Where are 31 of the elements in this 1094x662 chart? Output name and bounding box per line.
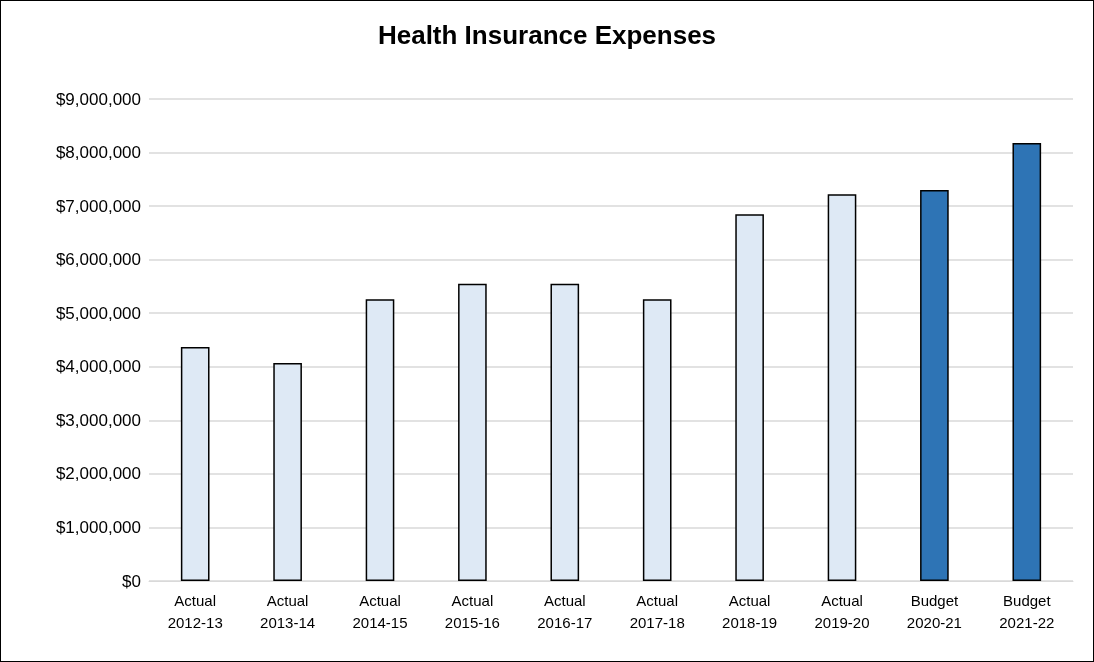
y-tick-label: $4,000,000: [55, 357, 141, 377]
y-tick-label: $6,000,000: [55, 250, 141, 270]
y-tick-label: $2,000,000: [55, 464, 141, 484]
x-tick-label: Budget 2020-21: [906, 591, 962, 631]
x-tick-label: Actual 2012-13: [167, 591, 223, 631]
y-tick-label: $3,000,000: [55, 410, 141, 430]
y-tick-label: $5,000,000: [55, 303, 141, 323]
x-tick-label: Actual 2014-15: [352, 591, 408, 631]
bar: [642, 299, 672, 581]
bar: [273, 363, 302, 581]
bar: [550, 283, 580, 581]
y-tick-label: $7,000,000: [55, 196, 141, 216]
x-tick-label: Actual 2018-19: [722, 591, 778, 631]
bar: [920, 190, 949, 581]
x-tick-label: Actual 2016-17: [537, 591, 593, 631]
x-tick-label: Actual 2013-14: [260, 591, 316, 631]
x-tick-label: Actual 2015-16: [444, 591, 500, 631]
bar: [180, 346, 210, 581]
x-tick-label: Actual 2017-18: [629, 591, 685, 631]
y-tick-label: $0: [122, 571, 141, 591]
bar: [458, 283, 487, 581]
y-tick-label: $8,000,000: [55, 143, 141, 163]
chart-title: Health Insurance Expenses: [377, 20, 717, 50]
x-tick-label: Actual 2019-20: [814, 591, 870, 631]
bar: [1012, 142, 1042, 581]
y-tick-label: $1,000,000: [55, 517, 141, 537]
y-tick-label: $9,000,000: [55, 89, 141, 109]
bar: [735, 214, 764, 581]
bar: [365, 299, 395, 581]
x-tick-label: Budget 2021-22: [999, 591, 1055, 631]
bar: [827, 194, 857, 581]
